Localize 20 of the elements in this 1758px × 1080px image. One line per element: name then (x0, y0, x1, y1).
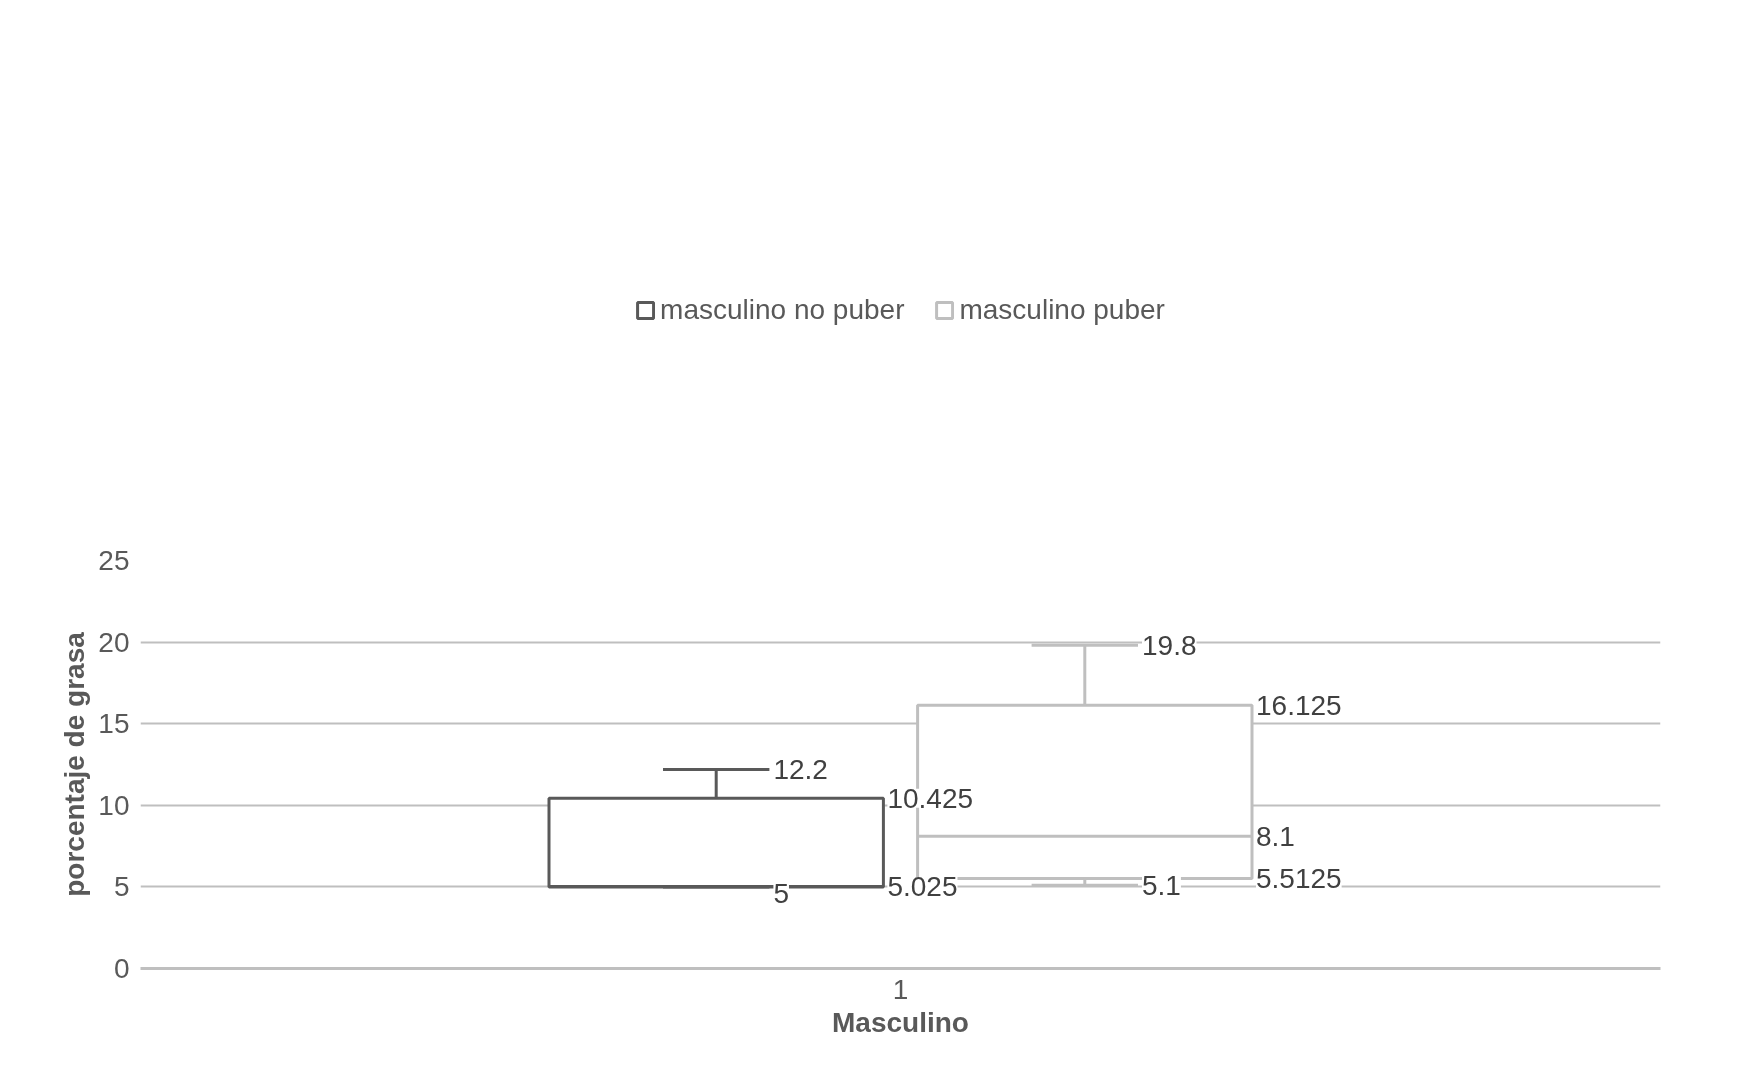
legend-label: masculino no puber (660, 294, 905, 326)
annotation: 5.025 (887, 870, 958, 902)
legend-label: masculino puber (959, 294, 1165, 326)
annotation: 19.8 (1142, 629, 1197, 661)
y-tick-label: 15 (98, 708, 130, 740)
annotation: 16.125 (1256, 689, 1342, 721)
annotation: 5 (773, 877, 789, 909)
y-tick-label: 5 (113, 871, 130, 903)
y-tick-label: 20 (98, 626, 130, 658)
y-axis-title: porcentaje de grasa (59, 631, 91, 897)
annotation: 5.1 (1142, 869, 1181, 901)
annotation: 5.5125 (1256, 863, 1342, 895)
annotation: 12.2 (773, 753, 828, 785)
y-tick-label: 25 (98, 545, 130, 576)
x-axis-title: Masculino (832, 1006, 969, 1038)
x-tick-label: 1 (892, 973, 909, 1005)
y-tick-label: 0 (113, 953, 130, 984)
y-tick-label: 10 (98, 789, 130, 821)
annotation: 10.425 (887, 782, 974, 814)
annotation: 8.1 (1256, 820, 1295, 852)
